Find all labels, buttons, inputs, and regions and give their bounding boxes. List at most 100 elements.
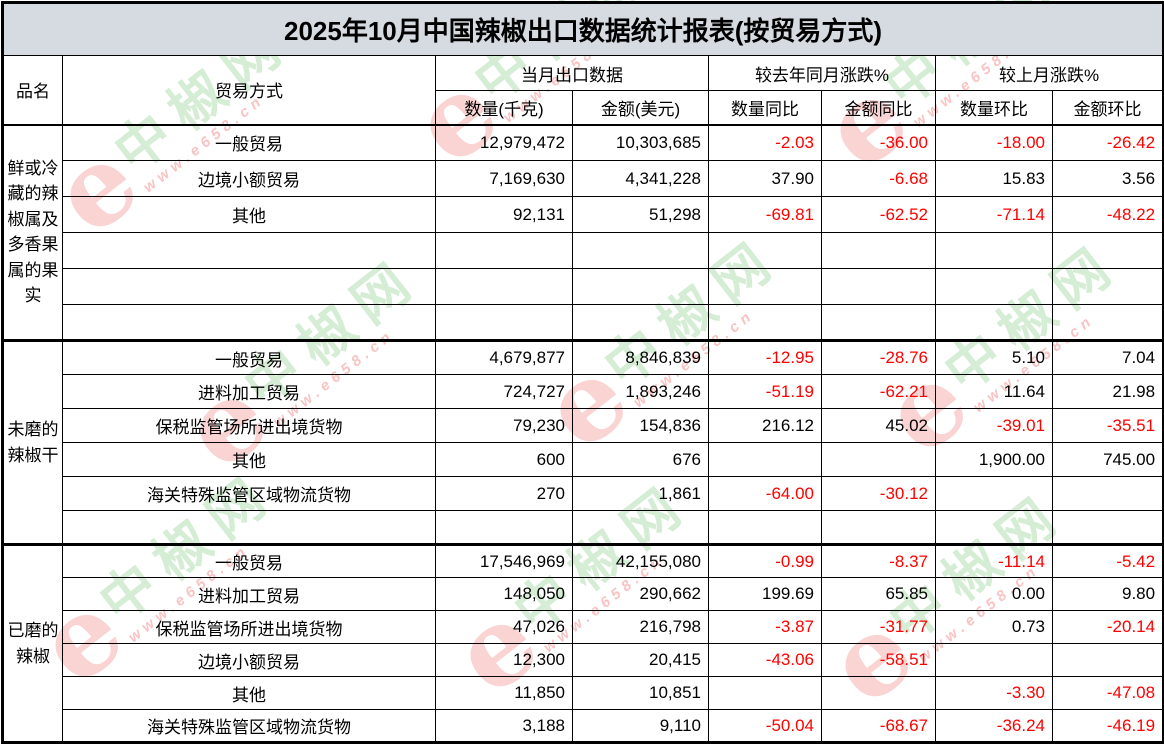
qty-yoy-cell: -64.00 <box>708 476 822 511</box>
qty-cell: 724,727 <box>435 374 573 409</box>
table-row: 边境小额贸易 12,300 20,415 -43.06 -58.51 <box>3 643 1164 677</box>
amount-yoy-cell <box>821 268 936 305</box>
qty-yoy-cell: -50.04 <box>708 709 822 743</box>
amount-yoy-cell: -58.51 <box>821 643 936 677</box>
amount-mom-cell: 9.80 <box>1051 577 1164 611</box>
qty-cell: 148,050 <box>435 577 573 611</box>
trade-method-cell <box>62 304 436 341</box>
amount-mom-cell: -20.14 <box>1051 610 1164 644</box>
table-row: 保税监管场所进出境货物 79,230 154,836 216.12 45.02 -39.0… <box>3 408 1164 443</box>
product-name-cell: 鲜或冷藏的辣椒属及多香果属的果实 <box>2 124 63 341</box>
amount-mom-cell: -26.42 <box>1051 124 1164 161</box>
amount-cell <box>572 232 709 269</box>
qty-mom-cell <box>935 476 1053 511</box>
amount-yoy-cell: -8.37 <box>821 543 936 578</box>
amount-mom-cell <box>1051 510 1164 545</box>
group-header-mom-change: 较上月涨跌% <box>934 55 1164 91</box>
qty-cell: 17,546,969 <box>435 543 573 578</box>
table-row: 其他 11,850 10,851 -3.30 -47.08 <box>3 676 1164 710</box>
qty-mom-cell: -18.00 <box>935 124 1053 161</box>
trade-method-cell: 进料加工贸易 <box>62 374 436 409</box>
amount-yoy-cell <box>821 442 936 477</box>
trade-method-cell: 边境小额贸易 <box>62 643 436 677</box>
amount-cell: 4,341,228 <box>572 160 709 197</box>
amount-mom-cell <box>1051 304 1164 341</box>
group-header-current-month: 当月出口数据 <box>435 55 709 91</box>
amount-cell: 42,155,080 <box>572 543 709 578</box>
table-row: 海关特殊监管区域物流货物 270 1,861 -64.00 -30.12 <box>3 476 1164 511</box>
qty-cell: 270 <box>435 476 573 511</box>
table-row: 鲜或冷藏的辣椒属及多香果属的果实 一般贸易 12,979,472 10,303,685… <box>2 124 1164 341</box>
column-header-quantity-mom: 数量环比 <box>935 90 1053 126</box>
qty-mom-cell <box>935 268 1053 305</box>
table-row: 边境小额贸易 7,169,630 4,341,228 37.90 -6.68 15.83 3… <box>3 160 1164 197</box>
amount-yoy-cell: -36.00 <box>821 124 936 161</box>
qty-mom-cell: 5.10 <box>935 339 1053 375</box>
section-unground-dried-chili: 未磨的辣椒干 一般贸易 4,679,877 8,846,839 -12.95 -28.76… <box>2 339 1164 545</box>
qty-yoy-cell: -43.06 <box>708 643 822 677</box>
amount-cell: 290,662 <box>572 577 709 611</box>
table-row: 保税监管场所进出境货物 47,026 216,798 -3.87 -31.77 0.73-… <box>3 610 1164 644</box>
column-header-quantity-yoy: 数量同比 <box>708 90 822 126</box>
amount-cell: 10,303,685 <box>572 124 709 161</box>
column-header-quantity-kg: 数量(千克) <box>435 90 573 126</box>
qty-mom-cell: -3.30 <box>935 676 1053 710</box>
trade-method-cell: 海关特殊监管区域物流货物 <box>62 476 436 511</box>
qty-cell <box>435 510 573 545</box>
trade-method-cell <box>62 268 436 305</box>
qty-yoy-cell <box>708 510 822 545</box>
table-row <box>3 268 1164 305</box>
amount-mom-cell: 21.98 <box>1051 374 1164 409</box>
qty-yoy-cell: -2.03 <box>708 124 822 161</box>
amount-yoy-cell: 45.02 <box>821 408 936 443</box>
trade-method-cell: 一般贸易 <box>62 124 436 161</box>
qty-yoy-cell <box>708 268 822 305</box>
qty-mom-cell: 11.64 <box>935 374 1053 409</box>
report-title: 2025年10月中国辣椒出口数据统计报表(按贸易方式) <box>1 2 1164 56</box>
amount-mom-cell: -5.42 <box>1051 543 1164 578</box>
table-row: 进料加工贸易 148,050 290,662 199.69 65.85 0.00 9.80 <box>3 577 1164 611</box>
qty-mom-cell: -39.01 <box>935 408 1053 443</box>
amount-yoy-cell: -68.67 <box>821 709 936 743</box>
qty-mom-cell <box>935 304 1053 341</box>
amount-mom-cell <box>1051 268 1164 305</box>
trade-method-cell: 保税监管场所进出境货物 <box>62 408 436 443</box>
qty-yoy-cell <box>708 232 822 269</box>
amount-cell <box>572 510 709 545</box>
amount-mom-cell: 745.00 <box>1051 442 1164 477</box>
qty-mom-cell: 1,900.00 <box>935 442 1053 477</box>
trade-method-cell: 保税监管场所进出境货物 <box>62 610 436 644</box>
qty-cell: 12,979,472 <box>435 124 573 161</box>
qty-yoy-cell <box>708 676 822 710</box>
table-row <box>3 510 1164 545</box>
amount-cell: 216,798 <box>572 610 709 644</box>
table-row: 未磨的辣椒干 一般贸易 4,679,877 8,846,839 -12.95 -28.76… <box>2 339 1164 545</box>
table-row: 其他 92,131 51,298 -69.81 -62.52 -71.14 -48.22 <box>3 196 1164 233</box>
qty-yoy-cell: -3.87 <box>708 610 822 644</box>
amount-yoy-cell: -28.76 <box>821 339 936 375</box>
qty-yoy-cell: -69.81 <box>708 196 822 233</box>
amount-mom-cell: 7.04 <box>1051 339 1164 375</box>
section-fresh-or-chilled-peppers: 鲜或冷藏的辣椒属及多香果属的果实 一般贸易 12,979,472 10,303,685… <box>2 124 1164 341</box>
amount-cell <box>572 268 709 305</box>
amount-cell <box>572 304 709 341</box>
qty-cell: 3,188 <box>435 709 573 743</box>
column-header-trade-method: 贸易方式 <box>62 55 436 126</box>
amount-yoy-cell: -31.77 <box>821 610 936 644</box>
amount-yoy-cell: 65.85 <box>821 577 936 611</box>
qty-yoy-cell: 199.69 <box>708 577 822 611</box>
qty-cell: 600 <box>435 442 573 477</box>
qty-mom-cell <box>935 510 1053 545</box>
amount-cell: 20,415 <box>572 643 709 677</box>
amount-yoy-cell: -6.68 <box>821 160 936 197</box>
trade-method-cell: 一般贸易 <box>62 543 436 578</box>
trade-method-cell: 其他 <box>62 676 436 710</box>
table-row: 进料加工贸易 724,727 1,893,246 -51.19 -62.21 11.64 2… <box>3 374 1164 409</box>
amount-yoy-cell: -62.52 <box>821 196 936 233</box>
trade-method-cell: 进料加工贸易 <box>62 577 436 611</box>
qty-yoy-cell: -12.95 <box>708 339 822 375</box>
qty-cell: 4,679,877 <box>435 339 573 375</box>
qty-cell: 11,850 <box>435 676 573 710</box>
trade-method-cell: 边境小额贸易 <box>62 160 436 197</box>
